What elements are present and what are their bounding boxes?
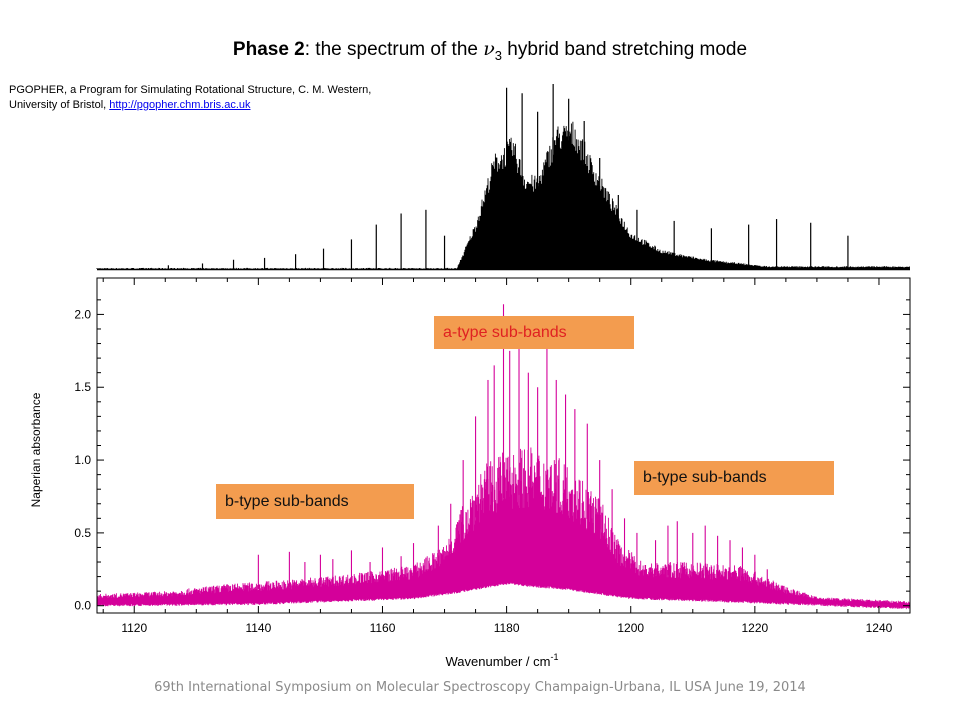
simulated-envelope [96,121,910,269]
b-type-label-right: b-type sub-bands [634,461,834,495]
title-rest: : the spectrum of the [304,39,484,60]
x-tick-label: 1220 [741,621,768,635]
x-axis-label-text: Wavenumber / cm [445,654,550,669]
title-subscript: 3 [494,47,503,63]
title-symbol: ν [483,38,495,60]
slide-title: Phase 2: the spectrum of the ν3 hybrid b… [0,38,960,63]
simulated-spectrum [96,84,910,271]
citation-line1: PGOPHER, a Program for Simulating Rotati… [9,84,372,96]
citation-line2-wrap: University of Bristol, http://pgopher.ch… [9,98,371,113]
y-tick-label: 2.0 [74,307,91,321]
y-tick-label: 1.5 [74,380,91,394]
y-tick-label: 0.5 [74,526,91,540]
citation: PGOPHER, a Program for Simulating Rotati… [9,83,371,113]
y-tick-label: 1.0 [74,453,91,467]
x-tick-label: 1240 [866,621,893,635]
footer: 69th International Symposium on Molecula… [154,680,806,695]
x-tick-label: 1120 [121,621,147,635]
observed-spectrum [96,304,911,610]
y-tick-label: 0.0 [74,599,91,613]
citation-link[interactable]: http://pgopher.chm.bris.ac.uk [109,99,251,111]
a-type-label: a-type sub-bands [434,316,634,349]
x-tick-label: 1180 [494,621,520,635]
title-bold: Phase 2 [232,39,305,60]
b-type-label-left: b-type sub-bands [216,484,414,519]
x-axis-label-superscript: -1 [550,652,558,662]
title-end: hybrid band stretching mode [502,39,748,60]
x-tick-label: 1160 [370,621,396,635]
x-tick-label: 1140 [245,621,271,635]
y-axis-label: Naperian absorbance [29,392,43,507]
citation-line2: University of Bristol, [9,99,110,111]
observed-axes: 1120 1140 1160 1180 1200 1220 1240 0.0 0.5 1.0 1.5… [74,277,911,635]
x-axis-label: Wavenumber / cm-1 [445,652,558,669]
x-tick-label: 1200 [617,621,644,635]
